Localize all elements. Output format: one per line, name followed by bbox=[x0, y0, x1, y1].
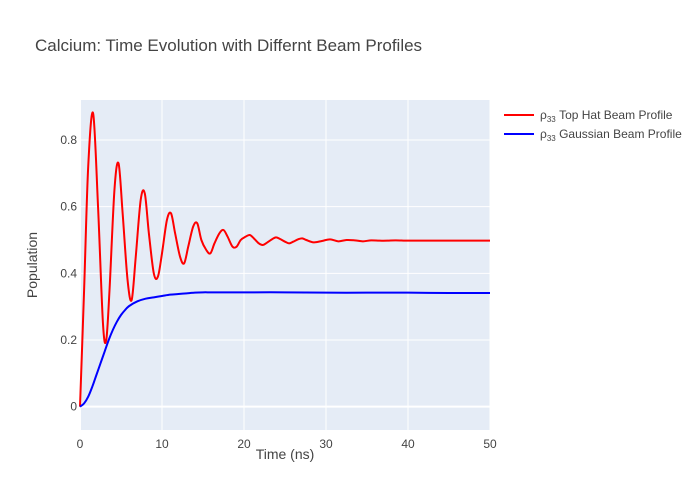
y-tick-label: 0.2 bbox=[60, 333, 77, 347]
x-axis-ticks: 0 10 20 30 40 50 bbox=[77, 437, 497, 451]
x-tick-label: 30 bbox=[319, 437, 333, 451]
plot-area bbox=[80, 100, 490, 430]
x-tick-label: 0 bbox=[77, 437, 84, 451]
legend[interactable]: ρ33 Top Hat Beam Profile ρ33 Gaussian Bea… bbox=[504, 108, 682, 143]
legend-label: ρ33 Gaussian Beam Profile bbox=[540, 127, 682, 143]
x-tick-label: 20 bbox=[237, 437, 251, 451]
y-tick-label: 0.4 bbox=[60, 266, 77, 280]
y-tick-label: 0.8 bbox=[60, 133, 77, 147]
x-tick-label: 50 bbox=[483, 437, 497, 451]
series-line-0 bbox=[79, 111, 490, 407]
series-line-1 bbox=[79, 291, 491, 408]
chart-title: Calcium: Time Evolution with Differnt Be… bbox=[35, 36, 422, 55]
legend-label: ρ33 Top Hat Beam Profile bbox=[540, 108, 673, 124]
y-tick-label: 0 bbox=[70, 400, 77, 414]
x-axis-title: Time (ns) bbox=[256, 446, 315, 462]
grid bbox=[79, 100, 491, 430]
y-axis-ticks: 0 0.2 0.4 0.6 0.8 bbox=[60, 133, 77, 414]
x-tick-label: 10 bbox=[155, 437, 169, 451]
y-axis-title: Population bbox=[24, 232, 40, 298]
series-layer bbox=[79, 111, 491, 408]
y-tick-label: 0.6 bbox=[60, 200, 77, 214]
x-tick-label: 40 bbox=[401, 437, 415, 451]
legend-item-1[interactable]: ρ33 Gaussian Beam Profile bbox=[504, 127, 682, 143]
legend-item-0[interactable]: ρ33 Top Hat Beam Profile bbox=[504, 108, 673, 124]
